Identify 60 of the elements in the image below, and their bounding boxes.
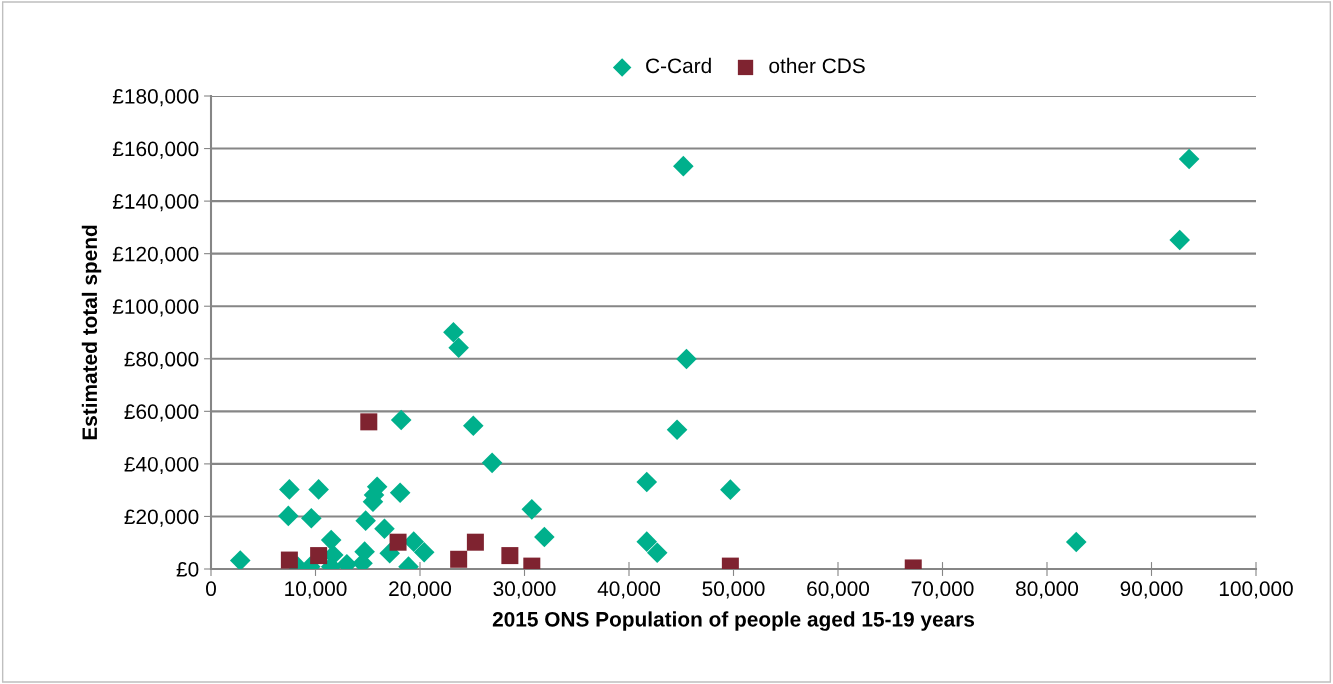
point	[280, 551, 298, 569]
point	[1169, 229, 1191, 251]
point	[360, 413, 378, 431]
point	[354, 541, 375, 562]
point	[521, 499, 543, 520]
point	[310, 547, 328, 565]
point	[666, 419, 688, 441]
x-tick-label: 20,000	[389, 581, 452, 599]
y-tick-label: £160,000	[112, 141, 199, 159]
point	[636, 471, 658, 493]
point	[481, 452, 503, 474]
x-tick-label: 60,000	[807, 581, 870, 599]
y-tick-label: £0	[176, 562, 199, 577]
point	[673, 155, 694, 177]
x-axis-title: 2015 ONS Population of people aged 15-19 years	[492, 611, 975, 631]
y-tick-label: £100,000	[112, 299, 199, 317]
point	[374, 518, 395, 540]
y-tick-label: £80,000	[124, 351, 199, 369]
legend-label: other CDS	[769, 57, 865, 74]
x-tick-label: 0	[206, 581, 216, 597]
x-tick-label: 40,000	[597, 581, 661, 599]
point	[1065, 531, 1087, 553]
point	[534, 526, 555, 548]
point	[320, 529, 342, 551]
point	[720, 479, 741, 500]
x-tick-label: 50,000	[702, 581, 765, 599]
point	[229, 550, 251, 569]
y-tick-label: £60,000	[124, 404, 199, 422]
point	[448, 337, 469, 359]
point	[466, 533, 484, 551]
point	[355, 510, 376, 531]
x-tick-label: 10,000	[285, 581, 347, 599]
x-tick-label: 100,000	[1219, 581, 1293, 599]
point	[278, 505, 299, 527]
point	[301, 507, 322, 529]
y-tick-label: £140,000	[112, 194, 199, 212]
point	[646, 542, 668, 564]
legend-label: C-Card	[646, 57, 711, 74]
x-tick-label: 70,000	[911, 581, 974, 599]
point	[636, 531, 658, 552]
point	[450, 550, 468, 568]
point	[413, 541, 435, 563]
point	[390, 409, 412, 431]
point	[676, 348, 697, 370]
point	[462, 415, 484, 437]
point	[389, 533, 407, 551]
y-axis-title: Estimated total spend	[81, 225, 102, 440]
point	[308, 479, 329, 500]
y-tick-label: £180,000	[112, 89, 199, 107]
point	[501, 547, 519, 565]
x-tick-label: 90,000	[1120, 581, 1183, 599]
y-tick-label: £120,000	[112, 246, 199, 264]
point	[279, 479, 300, 500]
x-tick-label: 30,000	[493, 581, 556, 599]
x-tick-label: 80,000	[1016, 581, 1079, 599]
y-tick-label: £40,000	[124, 456, 199, 475]
y-tick-label: £20,000	[124, 509, 199, 527]
point	[443, 321, 464, 343]
point	[389, 482, 411, 504]
point	[1178, 148, 1200, 170]
